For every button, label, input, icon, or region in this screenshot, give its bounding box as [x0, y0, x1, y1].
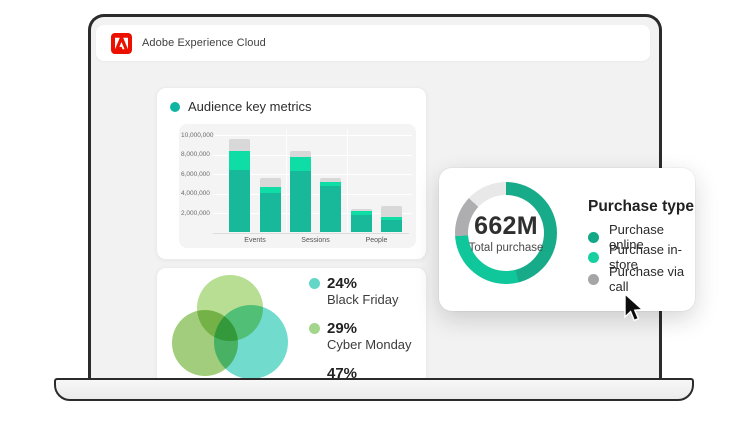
donut-center: 662M Total purchase: [468, 195, 544, 271]
y-axis-tick: 2,000,000: [181, 209, 210, 217]
bar-segment: [381, 206, 402, 217]
purchase-legend-item: Purchase in-store: [588, 242, 695, 272]
venn-legend-item: 47%: [309, 365, 357, 378]
audience-metrics-card[interactable]: Audience key metrics 2,000,000 4,000,000 6…: [156, 87, 427, 260]
purchase-legend-item: Purchase via call: [588, 264, 695, 294]
bar-segment: [381, 219, 402, 233]
laptop-base: [54, 378, 694, 401]
x-axis-label: Events: [244, 236, 266, 244]
accent-dot-icon: [170, 101, 180, 112]
venn-legend-item: 24% Black Friday: [309, 275, 399, 308]
y-axis-tick: 8,000,000: [181, 151, 210, 158]
venn-legend-pct: 47%: [327, 365, 358, 378]
brand-title: Adobe Experience Cloud: [142, 37, 266, 49]
bar-segment: [229, 138, 250, 151]
bar-segment: [351, 209, 372, 212]
purchase-legend-label: Purchase online: [609, 222, 664, 252]
bar-segment: [351, 211, 372, 215]
purchase-legend-item: Purchase online: [588, 222, 695, 252]
venn-card[interactable]: 24% Black Friday 29% Cyber Monday 47%: [156, 267, 427, 378]
purchase-viacall-dot-icon: [588, 273, 599, 285]
bar-segment: [290, 150, 311, 158]
donut-chart: 662M Total purchase: [455, 182, 557, 284]
bar-segment: [320, 185, 341, 233]
y-axis-tick: 10,000,000: [181, 131, 214, 139]
purchase-type-card[interactable]: 662M Total purchase Purchase type Purcha…: [439, 168, 695, 311]
purchase-online-dot-icon: [588, 231, 599, 243]
bar-segment: [320, 177, 341, 182]
total-purchase-value: 662M: [474, 212, 538, 240]
venn-circle-bottom-right: [214, 305, 288, 378]
venn-legend-label: Black Friday: [327, 292, 399, 307]
black-friday-dot-icon: [309, 278, 320, 289]
bar-chart: 2,000,000 4,000,000 6,000,000 8,000,000 10,0…: [179, 124, 416, 248]
venn-legend-pct: 24%: [327, 275, 358, 292]
audience-card-header: Audience key metrics: [157, 88, 426, 114]
x-axis-label: Sessions: [301, 236, 330, 244]
bar-segment: [259, 177, 281, 187]
venn-legend-pct: 29%: [327, 320, 358, 337]
bar-segment: [290, 171, 311, 233]
bar-segment: [259, 186, 281, 193]
bar-segment: [259, 192, 281, 233]
purchase-type-title: Purchase type: [588, 198, 694, 215]
purchase-instore-dot-icon: [588, 251, 599, 263]
audience-card-title: Audience key metrics: [188, 99, 312, 114]
bar-segment: [381, 216, 402, 220]
adobe-logo-icon: [111, 32, 132, 54]
venn-diagram: [157, 268, 307, 378]
purchase-legend-label: Purchase via call: [609, 264, 685, 294]
mouse-cursor-icon: [624, 292, 645, 322]
bar-segment: [229, 170, 250, 233]
venn-legend-label: Cyber Monday: [327, 337, 412, 352]
bar-segment: [290, 157, 311, 172]
bar-segment: [320, 181, 341, 186]
bar-segment: [351, 214, 372, 233]
cyber-monday-dot-icon: [309, 323, 320, 334]
topbar: Adobe Experience Cloud: [96, 25, 650, 61]
x-axis-label: People: [365, 236, 388, 244]
total-purchase-label: Total purchase: [468, 242, 544, 254]
y-axis-tick: 4,000,000: [181, 190, 210, 197]
purchase-legend-label: Purchase in-store: [609, 242, 682, 272]
bar-segment: [229, 150, 250, 171]
y-axis-tick: 6,000,000: [181, 170, 210, 178]
venn-legend-item: 29% Cyber Monday: [309, 320, 412, 353]
